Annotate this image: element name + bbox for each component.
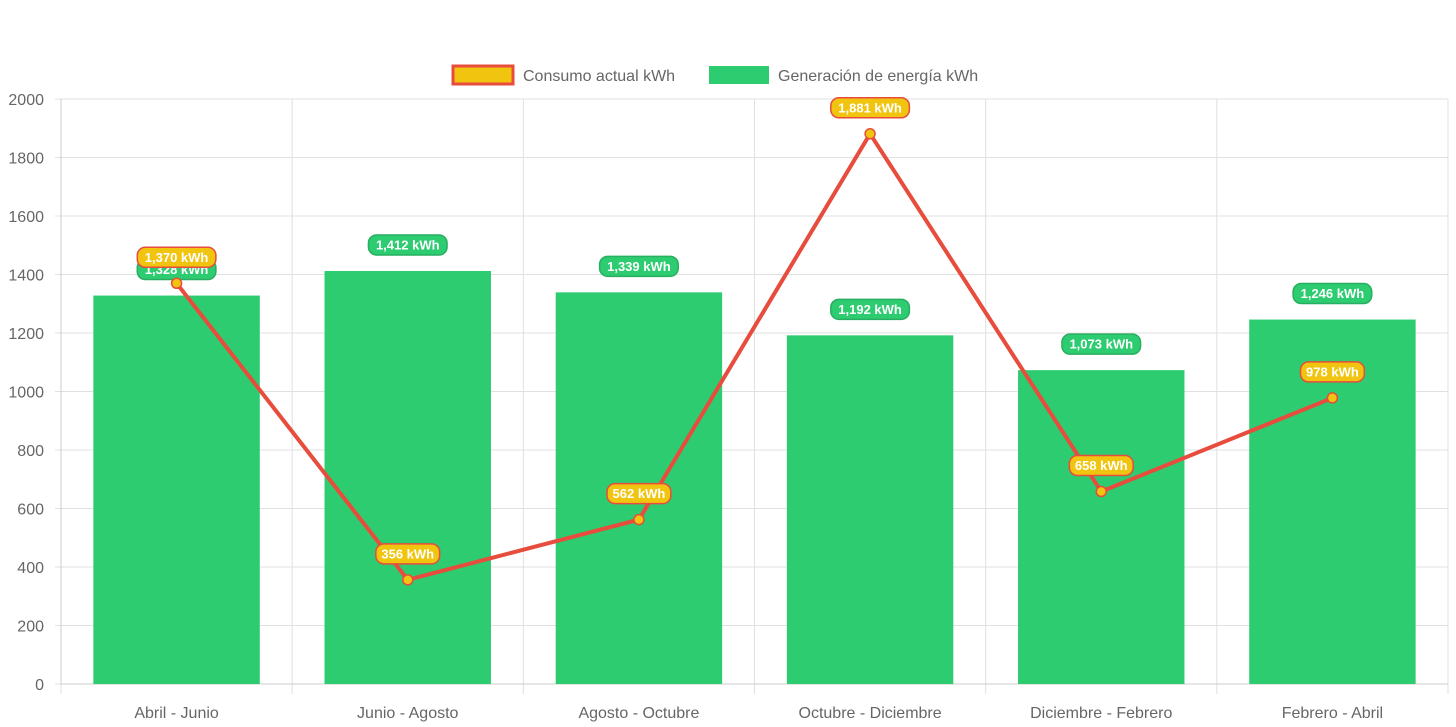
bar-data-label-bg: [830, 298, 911, 321]
bar-series: [93, 270, 1416, 684]
y-tick-label: 800: [17, 443, 44, 460]
bar-data-label: 1,192 kWh: [830, 298, 911, 321]
x-tick-label: Abril - Junio: [134, 705, 219, 722]
line-point[interactable]: [170, 277, 183, 290]
y-tick-label: 1800: [8, 151, 44, 168]
line-data-label: 1,881 kWh: [830, 97, 911, 119]
line-data-label: 1,370 kWh: [136, 246, 217, 269]
y-tick-label: 400: [17, 560, 44, 577]
bar-data-label-text: 1,246 kWh: [1301, 286, 1365, 301]
bar-data-label-bg: [598, 255, 679, 278]
legend-label-consumo[interactable]: Consumo actual kWh: [523, 68, 675, 85]
line-data-label-text: 978 kWh: [1306, 364, 1359, 379]
y-tick-label: 200: [17, 619, 44, 636]
line-point[interactable]: [1095, 485, 1107, 498]
line-data-label-bg: [136, 246, 217, 269]
line-data-label-text: 1,881 kWh: [838, 100, 902, 115]
legend-swatch-generacion[interactable]: [709, 66, 769, 84]
line-data-label: 562 kWh: [606, 482, 672, 505]
line-data-label: 658 kWh: [1068, 454, 1134, 477]
legend-label-generacion[interactable]: Generación de energía kWh: [778, 68, 978, 85]
line-data-label-bg: [1068, 454, 1134, 477]
line-data-label-bg: [1299, 361, 1366, 383]
bar-data-label-text: 1,412 kWh: [376, 237, 440, 252]
legend-swatch-consumo[interactable]: [451, 64, 515, 86]
line-data-label-text: 1,370 kWh: [145, 250, 209, 265]
x-axis: Abril - Junio Junio - Agosto Agosto - Octu…: [61, 683, 1448, 722]
bar-data-label-bg: [1061, 333, 1142, 355]
bar-data-label: 1,246 kWh: [1292, 282, 1373, 305]
line-point[interactable]: [402, 574, 414, 586]
line-data-label-bg: [830, 97, 911, 119]
line-series: [170, 128, 1339, 586]
bar[interactable]: [324, 270, 491, 684]
x-tick-label: Junio - Agosto: [357, 705, 459, 722]
bar-data-label-bg: [1292, 282, 1373, 305]
bar-data-label: 1,073 kWh: [1061, 333, 1142, 355]
line-data-label: 978 kWh: [1299, 361, 1366, 383]
y-tick-label: 1600: [8, 209, 44, 226]
line-data-label-text: 356 kWh: [381, 546, 434, 561]
bar[interactable]: [1018, 370, 1185, 684]
bar-data-label: 1,339 kWh: [598, 255, 679, 278]
line-path: [175, 131, 1334, 582]
line-point[interactable]: [864, 128, 876, 140]
line-data-label-text: 658 kWh: [1075, 458, 1128, 473]
y-tick-label: 600: [17, 502, 44, 519]
y-tick-label: 1400: [8, 268, 44, 285]
y-tick-label: 1200: [8, 326, 44, 343]
line-data-label-bg: [375, 543, 441, 565]
y-tick-label: 0: [35, 677, 44, 694]
x-tick-label: Octubre - Diciembre: [799, 705, 942, 722]
line-data-labels: 1,370 kWh 356 kWh 562 kWh 1,881 kWh 658 kWh 9…: [136, 97, 1366, 565]
bar[interactable]: [786, 335, 954, 684]
y-axis: 0 200 400 600 800 1000 1200 1400 1600 1800 2000: [8, 92, 62, 694]
y-tick-label: 1000: [8, 385, 44, 402]
line-point[interactable]: [1326, 392, 1339, 404]
bar-data-label-text: 1,192 kWh: [838, 302, 902, 317]
x-tick-label: Diciembre - Febrero: [1030, 705, 1172, 722]
bar-data-label-text: 1,339 kWh: [607, 259, 671, 274]
line-point[interactable]: [633, 513, 645, 526]
x-tick-label: Febrero - Abril: [1282, 705, 1383, 722]
y-tick-label: 2000: [8, 92, 44, 109]
line-data-label-text: 562 kWh: [613, 486, 666, 501]
bar-data-label: 1,412 kWh: [367, 234, 448, 256]
line-data-label-bg: [606, 482, 672, 505]
x-tick-label: Agosto - Octubre: [578, 705, 699, 722]
bar-data-label-bg: [367, 234, 448, 256]
legend: Consumo actual kWh Generación de energía…: [451, 64, 978, 86]
line-data-label: 356 kWh: [375, 543, 441, 565]
bar[interactable]: [93, 295, 260, 684]
bar-data-label-text: 1,073 kWh: [1069, 337, 1133, 352]
